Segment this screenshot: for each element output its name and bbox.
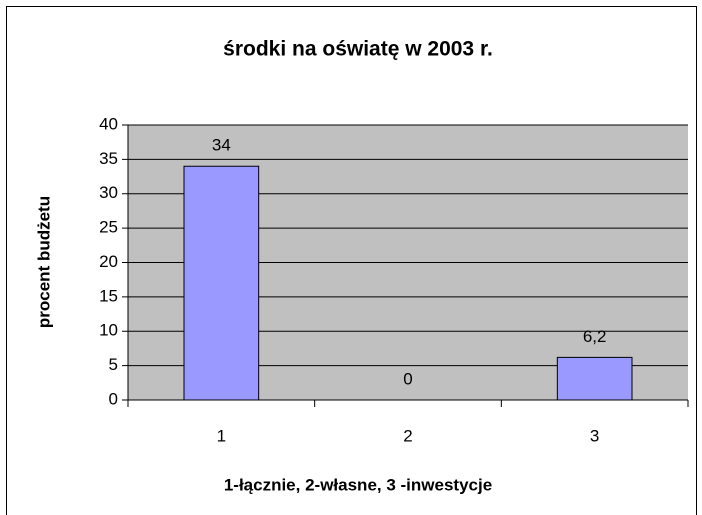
x-axis-title: 1-łącznie, 2-własne, 3 -inwestycje — [224, 475, 492, 494]
bar — [183, 165, 260, 401]
y-tick-label: 15 — [99, 286, 118, 305]
data-label: 34 — [212, 136, 231, 155]
y-axis-title: procent budżetu — [34, 196, 53, 328]
y-tick-label: 30 — [99, 183, 118, 202]
y-tick-label: 20 — [99, 252, 118, 271]
x-tick-label: 3 — [590, 426, 599, 445]
y-tick-label: 5 — [109, 355, 118, 374]
x-tick-label: 1 — [217, 426, 226, 445]
x-tick-label: 2 — [403, 426, 412, 445]
bar — [556, 356, 633, 401]
data-label: 0 — [403, 369, 412, 388]
y-tick-label: 35 — [99, 149, 118, 168]
y-tick-label: 0 — [109, 389, 118, 408]
data-label: 6,2 — [583, 327, 607, 346]
y-tick-label: 25 — [99, 218, 118, 237]
chart-title: środki na oświatę w 2003 r. — [223, 38, 493, 61]
y-tick-label: 40 — [99, 114, 118, 133]
y-tick-label: 10 — [99, 321, 118, 340]
